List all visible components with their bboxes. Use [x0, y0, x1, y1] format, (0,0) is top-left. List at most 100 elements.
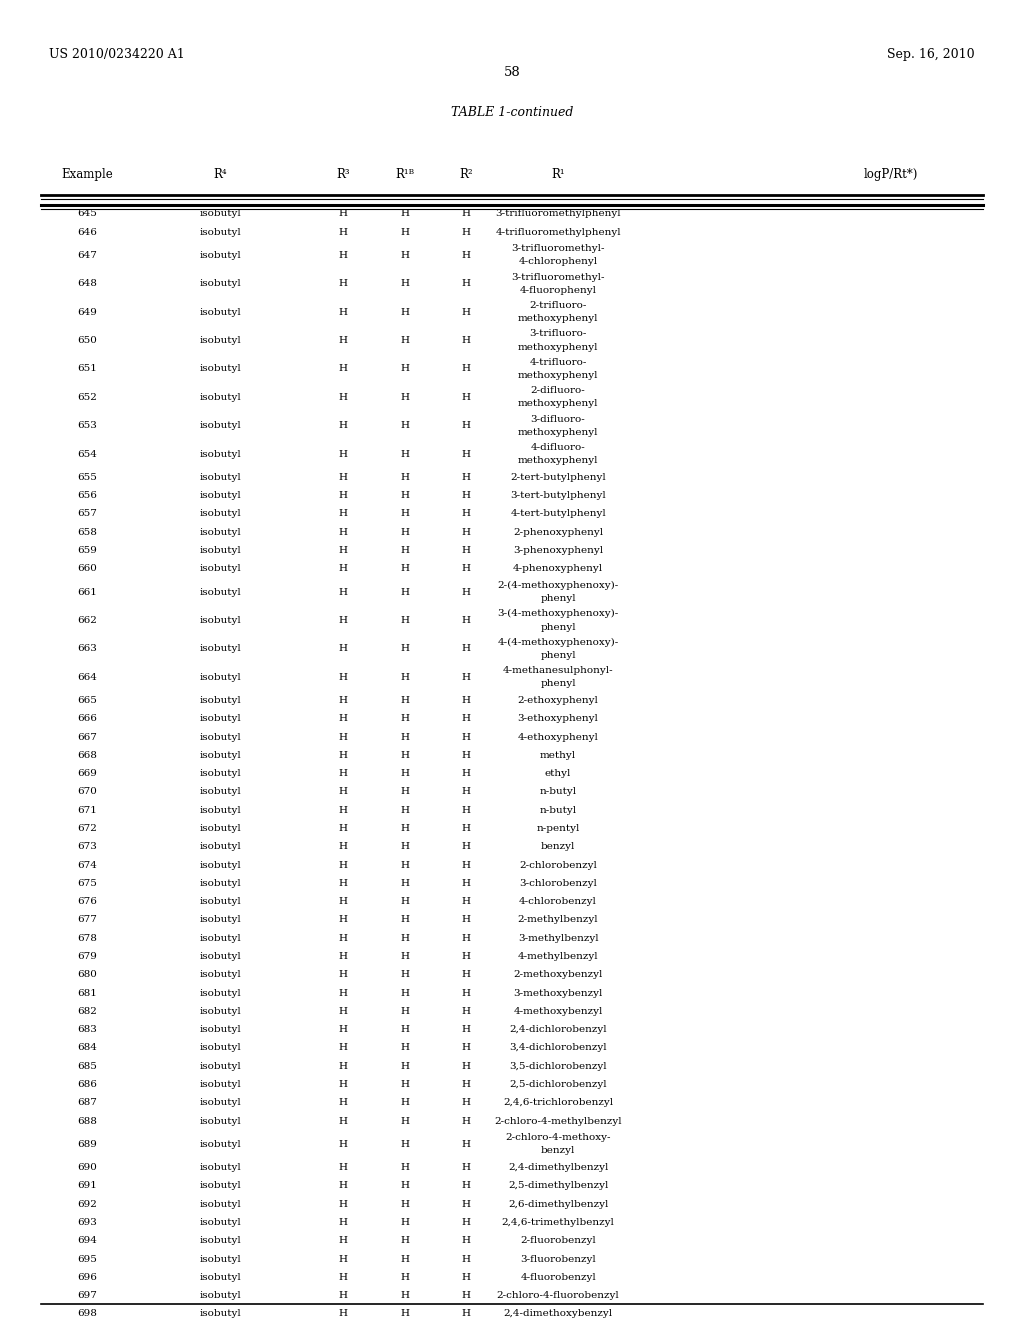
Text: 3-trifluoro-: 3-trifluoro-	[529, 330, 587, 338]
Text: H: H	[339, 393, 347, 401]
Text: 683: 683	[77, 1026, 97, 1034]
Text: 667: 667	[77, 733, 97, 742]
Text: 3-difluoro-: 3-difluoro-	[530, 414, 586, 424]
Text: 2-tert-butylphenyl: 2-tert-butylphenyl	[510, 473, 606, 482]
Text: 3,5-dichlorobenzyl: 3,5-dichlorobenzyl	[509, 1061, 607, 1071]
Text: 2-trifluoro-: 2-trifluoro-	[529, 301, 587, 310]
Text: H: H	[400, 673, 409, 681]
Text: 668: 668	[77, 751, 97, 760]
Text: H: H	[339, 933, 347, 942]
Text: H: H	[462, 1140, 470, 1148]
Text: H: H	[462, 1117, 470, 1126]
Text: H: H	[400, 1061, 409, 1071]
Text: isobutyl: isobutyl	[200, 510, 241, 519]
Text: 698: 698	[77, 1309, 97, 1319]
Text: 648: 648	[77, 280, 97, 288]
Text: H: H	[462, 644, 470, 653]
Text: H: H	[339, 1163, 347, 1172]
Text: 662: 662	[77, 616, 97, 624]
Text: H: H	[339, 528, 347, 537]
Text: H: H	[400, 751, 409, 760]
Text: 2-chlorobenzyl: 2-chlorobenzyl	[519, 861, 597, 870]
Text: 676: 676	[77, 898, 97, 906]
Text: 674: 674	[77, 861, 97, 870]
Text: H: H	[339, 824, 347, 833]
Text: H: H	[462, 227, 470, 236]
Text: H: H	[339, 491, 347, 500]
Text: H: H	[400, 546, 409, 554]
Text: H: H	[339, 898, 347, 906]
Text: 2,4-dichlorobenzyl: 2,4-dichlorobenzyl	[509, 1026, 607, 1034]
Text: H: H	[462, 308, 470, 317]
Text: H: H	[400, 1181, 409, 1191]
Text: isobutyl: isobutyl	[200, 842, 241, 851]
Text: H: H	[339, 1117, 347, 1126]
Text: Example: Example	[61, 168, 113, 181]
Text: H: H	[339, 733, 347, 742]
Text: H: H	[462, 933, 470, 942]
Text: 682: 682	[77, 1007, 97, 1016]
Text: H: H	[400, 251, 409, 260]
Text: R²: R²	[459, 168, 473, 181]
Text: isobutyl: isobutyl	[200, 1080, 241, 1089]
Text: H: H	[339, 1043, 347, 1052]
Text: H: H	[339, 1007, 347, 1016]
Text: H: H	[339, 337, 347, 345]
Text: isobutyl: isobutyl	[200, 1026, 241, 1034]
Text: 697: 697	[77, 1291, 97, 1300]
Text: 2-(4-methoxyphenoxy)-: 2-(4-methoxyphenoxy)-	[498, 581, 618, 590]
Text: H: H	[400, 1200, 409, 1209]
Text: H: H	[339, 788, 347, 796]
Text: phenyl: phenyl	[541, 680, 575, 688]
Text: 2-chloro-4-methylbenzyl: 2-chloro-4-methylbenzyl	[495, 1117, 622, 1126]
Text: 664: 664	[77, 673, 97, 681]
Text: H: H	[462, 587, 470, 597]
Text: H: H	[400, 564, 409, 573]
Text: H: H	[400, 861, 409, 870]
Text: H: H	[339, 251, 347, 260]
Text: H: H	[462, 280, 470, 288]
Text: 681: 681	[77, 989, 97, 998]
Text: 680: 680	[77, 970, 97, 979]
Text: 673: 673	[77, 842, 97, 851]
Text: H: H	[462, 1272, 470, 1282]
Text: methoxyphenyl: methoxyphenyl	[518, 371, 598, 380]
Text: H: H	[400, 879, 409, 888]
Text: 3-phenoxyphenyl: 3-phenoxyphenyl	[513, 546, 603, 554]
Text: 651: 651	[77, 364, 97, 374]
Text: H: H	[339, 473, 347, 482]
Text: isobutyl: isobutyl	[200, 1007, 241, 1016]
Text: 660: 660	[77, 564, 97, 573]
Text: 650: 650	[77, 337, 97, 345]
Text: H: H	[462, 393, 470, 401]
Text: H: H	[339, 1200, 347, 1209]
Text: isobutyl: isobutyl	[200, 970, 241, 979]
Text: isobutyl: isobutyl	[200, 421, 241, 430]
Text: 4-fluorobenzyl: 4-fluorobenzyl	[520, 1272, 596, 1282]
Text: 656: 656	[77, 491, 97, 500]
Text: 4-methanesulphonyl-: 4-methanesulphonyl-	[503, 667, 613, 676]
Text: isobutyl: isobutyl	[200, 364, 241, 374]
Text: H: H	[462, 1098, 470, 1107]
Text: 3-ethoxyphenyl: 3-ethoxyphenyl	[518, 714, 598, 723]
Text: H: H	[462, 564, 470, 573]
Text: H: H	[462, 861, 470, 870]
Text: R³: R³	[336, 168, 350, 181]
Text: 2-methylbenzyl: 2-methylbenzyl	[518, 916, 598, 924]
Text: H: H	[339, 989, 347, 998]
Text: H: H	[400, 491, 409, 500]
Text: H: H	[400, 898, 409, 906]
Text: H: H	[400, 1218, 409, 1228]
Text: isobutyl: isobutyl	[200, 1117, 241, 1126]
Text: 678: 678	[77, 933, 97, 942]
Text: 3-trifluoromethylphenyl: 3-trifluoromethylphenyl	[496, 210, 621, 218]
Text: isobutyl: isobutyl	[200, 788, 241, 796]
Text: isobutyl: isobutyl	[200, 1218, 241, 1228]
Text: H: H	[339, 1061, 347, 1071]
Text: 687: 687	[77, 1098, 97, 1107]
Text: H: H	[339, 696, 347, 705]
Text: H: H	[462, 788, 470, 796]
Text: 3-methoxybenzyl: 3-methoxybenzyl	[513, 989, 603, 998]
Text: 677: 677	[77, 916, 97, 924]
Text: H: H	[400, 1043, 409, 1052]
